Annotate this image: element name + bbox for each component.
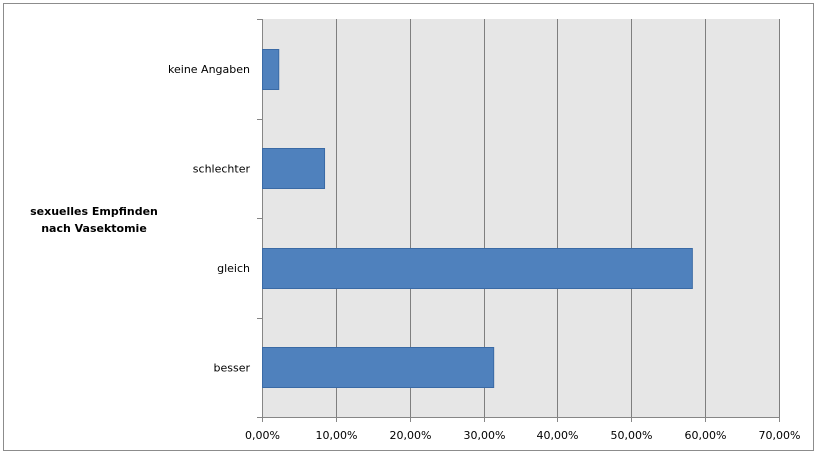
y-tick-label: schlechter [193, 162, 251, 175]
bar [262, 347, 495, 388]
bar [262, 148, 326, 189]
x-tick-label: 20,00% [390, 429, 432, 442]
x-tick-label: 70,00% [759, 429, 801, 442]
x-tick-label: 60,00% [685, 429, 727, 442]
bar [262, 248, 693, 289]
x-tick-label: 50,00% [611, 429, 653, 442]
y-tick-label: keine Angaben [168, 63, 250, 76]
x-tick-label: 40,00% [537, 429, 579, 442]
bar [262, 49, 280, 90]
x-tick-label: 0,00% [245, 429, 280, 442]
y-tick-label: besser [213, 361, 250, 374]
y-tick-label: gleich [217, 262, 250, 275]
x-tick-label: 30,00% [464, 429, 506, 442]
x-tick-label: 10,00% [316, 429, 358, 442]
y-axis-title: sexuelles Empfinden nach Vasektomie [30, 205, 158, 235]
